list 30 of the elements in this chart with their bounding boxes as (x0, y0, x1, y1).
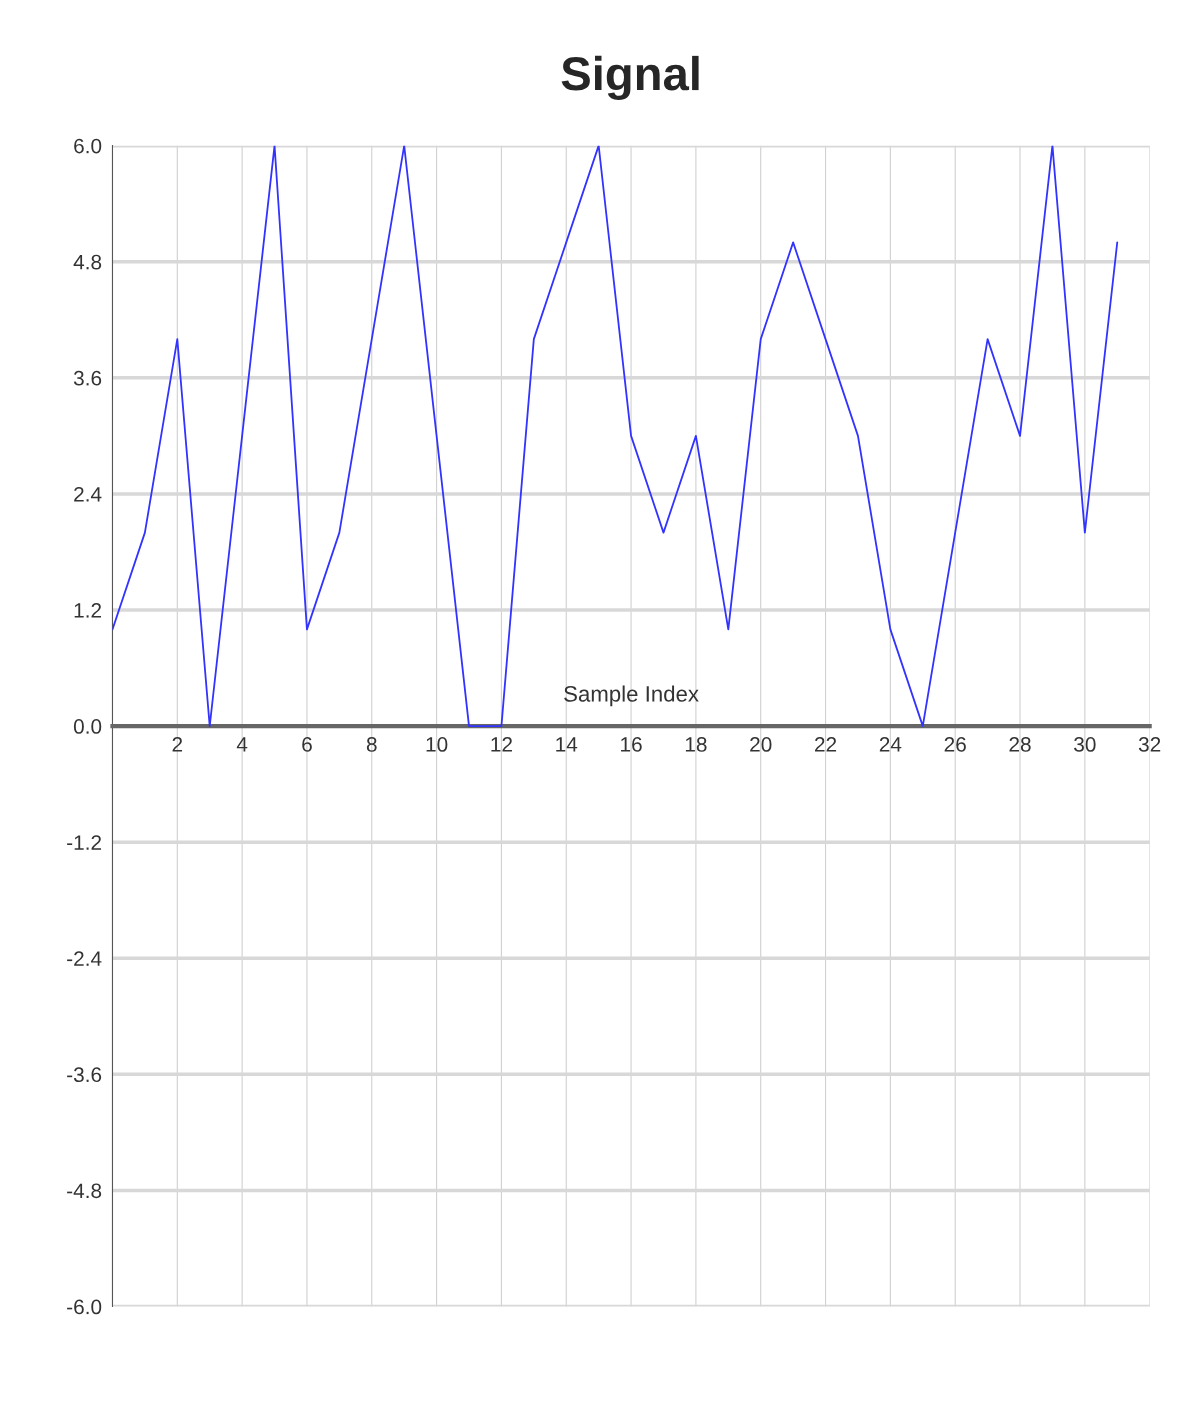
y-tick-label: 1.2 (74, 603, 102, 618)
y-tick-label: -4.8 (67, 1183, 102, 1199)
y-tick-label: 0.0 (73, 719, 102, 734)
x-tick-label: 10 (426, 737, 448, 752)
x-tick-label: 4 (236, 737, 248, 752)
chart-title: Signal (561, 55, 699, 101)
x-tick-label: 22 (815, 737, 837, 752)
x-tick-label: 12 (491, 737, 512, 752)
x-tick-label: 26 (944, 737, 966, 752)
y-tick-label: -6.0 (67, 1299, 102, 1315)
x-axis-title: Sample Index (564, 685, 699, 707)
y-tick-label: -2.4 (67, 951, 102, 966)
y-tick-label: -3.6 (67, 1067, 102, 1083)
y-tick-label: 6.0 (74, 138, 102, 154)
y-tick-label: 2.4 (74, 486, 102, 502)
x-tick-label: 16 (621, 737, 642, 752)
y-tick-label: 4.8 (73, 254, 102, 270)
x-tick-label: 8 (366, 737, 377, 752)
x-tick-label: 6 (302, 737, 312, 752)
x-tick-label: 32 (1138, 737, 1161, 752)
x-tick-label: 24 (879, 737, 902, 752)
x-tick-label: 28 (1009, 737, 1031, 752)
x-tick-label: 18 (685, 737, 707, 752)
x-tick-label: 14 (556, 737, 578, 752)
x-tick-label: 20 (750, 737, 772, 752)
line-series (112, 145, 1119, 727)
y-tick-label: -1.2 (67, 835, 102, 850)
x-tick-label: 2 (172, 737, 183, 752)
x-tick-label: 30 (1074, 737, 1096, 752)
y-tick-label: 3.6 (73, 370, 102, 386)
